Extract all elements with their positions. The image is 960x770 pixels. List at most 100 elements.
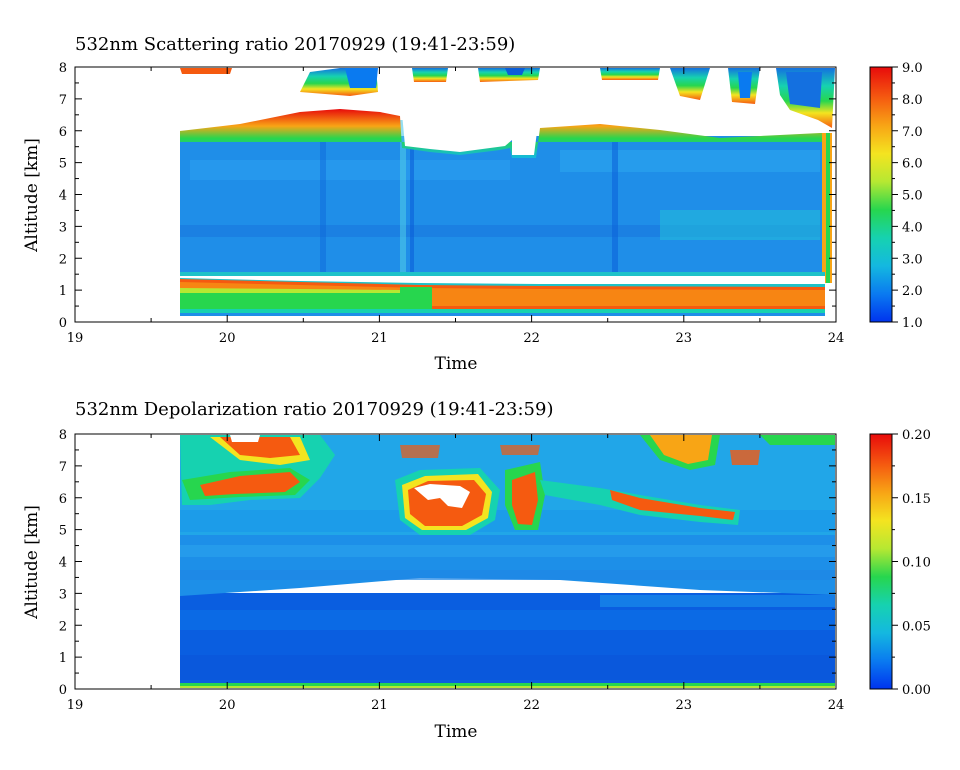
panel2-xlabel: Time bbox=[435, 722, 478, 742]
depol-cloud-patch bbox=[200, 472, 300, 496]
colorbar-tick-label: 4.0 bbox=[902, 220, 923, 235]
depol-mid-troposphere bbox=[180, 530, 835, 596]
colorbar-tick-label: 8.0 bbox=[902, 93, 923, 108]
depolarization-ratio-field bbox=[180, 435, 835, 688]
colorbar-tick-label: 7.0 bbox=[902, 125, 923, 140]
colorbar-tick-label: 9.0 bbox=[902, 61, 923, 76]
colorbar-tick-label: 3.0 bbox=[902, 252, 923, 267]
y-tick-label: 6 bbox=[59, 492, 67, 507]
x-tick-label: 21 bbox=[371, 331, 388, 346]
scatter-streak bbox=[320, 120, 326, 275]
colorbar-tick-label: 0.00 bbox=[902, 683, 931, 698]
colorbar-tick-label: 6.0 bbox=[902, 157, 923, 172]
panel1-colorbar-ticks: 1.0 2.0 3.0 4.0 5.0 6.0 7.0 8.0 9.0 bbox=[892, 61, 923, 331]
depol-surface-layer bbox=[180, 683, 835, 686]
depol-cloud-patch bbox=[610, 490, 735, 520]
x-tick-label: 24 bbox=[828, 698, 845, 713]
scatter-surface-layer bbox=[180, 309, 825, 313]
x-tick-label: 22 bbox=[523, 331, 540, 346]
scatter-streak bbox=[400, 120, 406, 275]
depol-cloud-patch bbox=[760, 435, 835, 445]
depol-band bbox=[180, 545, 835, 557]
panel1-colorbar bbox=[869, 66, 893, 323]
colorbar-tick-label: 1.0 bbox=[902, 316, 923, 331]
y-tick-label: 0 bbox=[59, 316, 67, 331]
x-tick-label: 23 bbox=[676, 331, 693, 346]
y-tick-label: 4 bbox=[59, 556, 67, 571]
depol-cloud-void bbox=[414, 484, 470, 508]
scatter-cloud-patch bbox=[738, 72, 752, 98]
scatter-surface-layer bbox=[180, 313, 825, 316]
scatter-streak bbox=[660, 210, 820, 240]
y-tick-label: 2 bbox=[59, 252, 67, 267]
scatter-cloud-patch bbox=[670, 68, 710, 100]
scatter-cloud-patch bbox=[786, 72, 822, 108]
depol-cloud-patch bbox=[512, 472, 538, 525]
panel2-ylabel: Altitude [km] bbox=[22, 505, 42, 620]
depol-cloud-patch bbox=[500, 445, 540, 455]
y-tick-label: 8 bbox=[59, 61, 67, 76]
y-tick-label: 4 bbox=[59, 189, 67, 204]
y-tick-label: 8 bbox=[59, 428, 67, 443]
colorbar-tick-label: 0.05 bbox=[902, 619, 931, 634]
y-tick-label: 6 bbox=[59, 125, 67, 140]
x-tick-label: 20 bbox=[219, 698, 236, 713]
depol-cloud-patch bbox=[400, 445, 440, 458]
depol-cloud-patch bbox=[730, 450, 760, 465]
depol-cloud-patch bbox=[220, 437, 300, 458]
y-tick-label: 2 bbox=[59, 619, 67, 634]
x-tick-label: 23 bbox=[676, 698, 693, 713]
depolarization-ratio-panel: 532nm Depolarization ratio 20170929 (19:… bbox=[22, 399, 931, 742]
scatter-layer-gap bbox=[180, 276, 825, 284]
scatter-lower-layer bbox=[180, 288, 400, 293]
x-tick-label: 19 bbox=[67, 698, 84, 713]
depol-cloud-void bbox=[230, 435, 260, 442]
depol-surface-layer bbox=[180, 686, 835, 688]
colorbar-tick-label: 0.10 bbox=[902, 556, 931, 571]
scatter-streak bbox=[560, 150, 820, 172]
scatter-streak bbox=[612, 140, 618, 275]
x-tick-label: 19 bbox=[67, 331, 84, 346]
scatter-streak bbox=[190, 160, 510, 180]
panel2-title: 532nm Depolarization ratio 20170929 (19:… bbox=[75, 399, 554, 420]
y-tick-label: 5 bbox=[59, 524, 67, 539]
scatter-cloud-patch bbox=[180, 68, 232, 74]
colorbar-tick-label: 5.0 bbox=[902, 189, 923, 204]
x-tick-label: 20 bbox=[219, 331, 236, 346]
y-tick-label: 7 bbox=[59, 93, 67, 108]
scatter-cloud-patch bbox=[505, 68, 525, 75]
panel1-xlabel: Time bbox=[435, 354, 478, 374]
y-tick-label: 3 bbox=[59, 587, 67, 602]
scatter-streak bbox=[410, 130, 414, 275]
depol-band bbox=[180, 655, 835, 680]
colorbar-tick-label: 0.20 bbox=[902, 428, 931, 443]
scattering-ratio-panel: 532nm Scattering ratio 20170929 (19:41-2… bbox=[22, 34, 923, 374]
panel2-colorbar-ticks: 0.00 0.05 0.10 0.15 0.20 bbox=[892, 428, 931, 698]
y-tick-label: 1 bbox=[59, 651, 67, 666]
y-tick-label: 7 bbox=[59, 460, 67, 475]
colorbar-tick-label: 2.0 bbox=[902, 284, 923, 299]
scattering-ratio-field bbox=[180, 68, 835, 316]
x-tick-label: 24 bbox=[828, 331, 845, 346]
scatter-cloud-patch bbox=[600, 68, 660, 80]
depol-band bbox=[180, 610, 835, 630]
x-tick-label: 22 bbox=[523, 698, 540, 713]
y-tick-label: 0 bbox=[59, 683, 67, 698]
depol-cloud-patch bbox=[650, 435, 712, 464]
panel2-colorbar bbox=[869, 433, 893, 690]
y-tick-label: 3 bbox=[59, 220, 67, 235]
scatter-cloud-patch bbox=[412, 68, 448, 82]
panel1-ylabel: Altitude [km] bbox=[22, 138, 42, 253]
depol-band bbox=[180, 570, 835, 580]
scatter-right-edge bbox=[826, 133, 830, 283]
depol-band bbox=[600, 595, 835, 607]
x-tick-label: 21 bbox=[371, 698, 388, 713]
panel1-title: 532nm Scattering ratio 20170929 (19:41-2… bbox=[75, 34, 515, 55]
y-tick-label: 5 bbox=[59, 157, 67, 172]
y-tick-label: 1 bbox=[59, 284, 67, 299]
scatter-cloud-patch bbox=[345, 68, 378, 88]
colorbar-tick-label: 0.15 bbox=[902, 492, 931, 507]
